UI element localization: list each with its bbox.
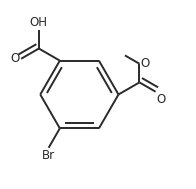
Text: O: O (141, 57, 150, 70)
Text: Br: Br (42, 149, 55, 162)
Text: O: O (157, 93, 166, 106)
Text: O: O (10, 52, 20, 65)
Text: OH: OH (30, 16, 48, 29)
